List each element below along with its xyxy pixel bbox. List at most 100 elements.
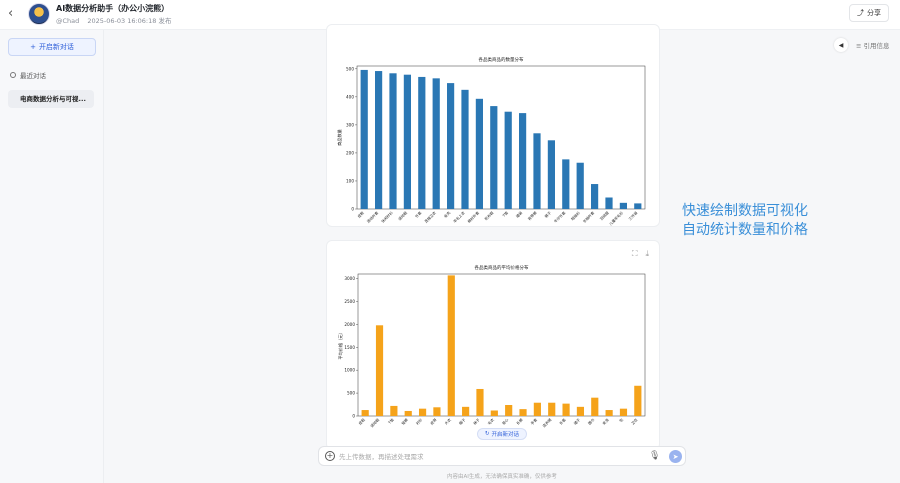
bar — [390, 405, 398, 416]
ref-info-label: 引用信息 — [863, 42, 890, 50]
fullscreen-icon[interactable]: ⛶ — [631, 249, 638, 258]
x-tick-label: 羊毛上衣 — [452, 210, 466, 224]
x-tick-label: 皮鞋 — [357, 417, 366, 426]
bar — [619, 202, 627, 209]
new-chat-pill[interactable]: ↻ 开启新对话 — [477, 428, 527, 440]
annotation-text: 快速绘制数据可视化 自动统计数量和价格 — [682, 202, 808, 240]
publish-time: 2025-06-03 16:06:18 发布 — [87, 17, 172, 25]
bar — [533, 133, 541, 209]
recent-header: 最近对话 — [10, 70, 46, 80]
composer: + 🎙 ➤ — [318, 446, 686, 466]
x-tick-label: 短袖衫 — [570, 210, 581, 221]
bar — [375, 71, 383, 209]
x-tick-label: 背心 — [501, 417, 510, 426]
y-tick-label: 500 — [346, 66, 354, 71]
bar — [404, 410, 412, 416]
new-chat-button[interactable]: + 开启新对话 — [8, 38, 96, 56]
x-tick-label: 三件装 — [627, 210, 638, 221]
x-tick-label: 帆布鞋 — [483, 210, 494, 221]
chart-title: 各品类商品的数量分布 — [479, 56, 524, 63]
share-button[interactable]: ⤴ 分享 — [849, 4, 889, 22]
x-tick-label: 大衣 — [443, 417, 452, 426]
x-tick-label: 棉衬外套 — [466, 210, 480, 224]
bar — [562, 403, 570, 416]
x-tick-label: 连衣裙 — [541, 417, 552, 428]
bar — [361, 410, 369, 416]
bar — [462, 406, 470, 416]
y-tick-label: 2500 — [344, 299, 355, 304]
x-tick-label: 运动鞋 — [397, 210, 408, 221]
bar — [476, 388, 484, 416]
bar — [447, 275, 455, 416]
bar — [504, 111, 512, 209]
new-chat-pill-label: 开启新对话 — [491, 432, 520, 438]
bar — [418, 76, 426, 209]
x-tick-label: 短裤 — [400, 417, 409, 426]
x-tick-label: 连帽卫衣 — [423, 210, 437, 224]
microphone-icon[interactable]: 🎙 — [649, 451, 661, 461]
new-chat-label: 开启新对话 — [38, 43, 74, 51]
x-tick-label: 手套 — [529, 417, 538, 426]
x-tick-label: 外套 — [558, 417, 567, 426]
bar — [519, 113, 527, 209]
bar — [576, 162, 584, 209]
bar — [562, 159, 570, 209]
chart-title: 各品类商品的平均价格分布 — [475, 264, 529, 271]
author-label[interactable]: @Chad — [56, 17, 80, 25]
y-tick-label: 2000 — [344, 322, 355, 327]
y-axis-label: 商品数量 — [336, 129, 343, 146]
bar — [360, 69, 368, 209]
collapse-panel-icon[interactable]: ◀ — [834, 38, 848, 52]
bar — [548, 402, 556, 416]
y-tick-label: 200 — [346, 150, 354, 155]
bar — [605, 410, 613, 416]
x-tick-label: 羽绒服 — [599, 210, 610, 221]
plus-icon: + — [30, 43, 36, 51]
bar — [547, 140, 555, 209]
back-arrow-icon[interactable]: ‹ — [8, 6, 14, 21]
x-tick-label: 毛衣 — [486, 417, 495, 426]
card-toolbar: ⛶ ⤓ — [632, 249, 649, 259]
app-title: AI数据分析助手（办公小浣熊） — [56, 4, 170, 13]
bar — [490, 106, 498, 209]
ref-info-button[interactable]: ≡ 引用信息 — [856, 40, 890, 50]
refresh-icon: ↻ — [484, 431, 490, 437]
annotation-line-2: 自动统计数量和价格 — [682, 222, 808, 238]
bar — [591, 397, 599, 416]
x-tick-label: 帽子 — [458, 417, 467, 426]
chart-card-quantity: 各品类商品的数量分布 0 100 200 300 400 500 皮靴 运动外套 休闲衬衫 运动鞋外… — [326, 24, 660, 251]
price-bar-chart: 各品类商品的平均价格分布 0 500 1000 1500 2000 2500 3000 皮鞋 运动… — [337, 264, 646, 428]
recent-label: 最近对话 — [20, 72, 46, 80]
bar — [533, 402, 541, 416]
bar — [634, 203, 642, 209]
x-tick-label: 运动外套 — [366, 210, 380, 224]
x-tick-label: 卫衣 — [630, 417, 639, 426]
x-tick-label: 休闲衬衫 — [380, 210, 394, 224]
x-tick-label: 裤子 — [543, 210, 552, 219]
clock-icon — [10, 72, 16, 78]
main-area: 各品类商品的数量分布 0 100 200 300 400 500 皮靴 运动外套 休闲衬衫 运动鞋外… — [104, 24, 900, 483]
download-icon[interactable]: ⤓ — [645, 249, 649, 258]
send-button[interactable]: ➤ — [669, 450, 682, 463]
y-tick-label: 1500 — [344, 345, 355, 350]
x-tick-label: 袜子 — [472, 417, 481, 426]
bar — [591, 184, 599, 209]
bar — [375, 325, 384, 416]
x-tick-label: 外套 — [414, 210, 423, 219]
x-tick-label: 皮带 — [429, 417, 438, 426]
share-icon: ⤴ — [857, 9, 864, 17]
quantity-bar-chart: 各品类商品的数量分布 0 100 200 300 400 500 皮靴 运动外套 休闲衬衫 运动鞋外… — [336, 56, 646, 251]
upload-plus-icon[interactable]: + — [325, 451, 335, 461]
bar — [505, 405, 513, 416]
x-tick-label: 运动鞋 — [369, 417, 380, 428]
message-input[interactable] — [339, 449, 639, 464]
x-tick-label: 围巾 — [587, 417, 596, 426]
y-tick-label: 500 — [347, 391, 355, 396]
x-tick-label: T恤 — [501, 210, 510, 219]
bar — [418, 408, 427, 416]
bar — [605, 197, 613, 209]
app-avatar — [28, 3, 50, 25]
bar — [432, 78, 440, 209]
conversation-item[interactable]: 电商数据分析与可视... — [8, 90, 94, 108]
bar — [433, 407, 441, 416]
